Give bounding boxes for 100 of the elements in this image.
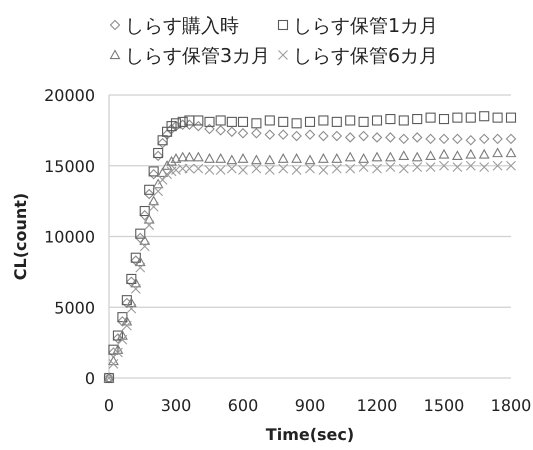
point [332, 116, 342, 127]
point [251, 128, 262, 138]
point [292, 154, 302, 163]
point [292, 164, 302, 176]
point [193, 121, 204, 132]
point [466, 135, 476, 146]
point [292, 130, 302, 142]
point [304, 155, 316, 164]
point [438, 134, 450, 144]
point [162, 169, 172, 180]
point [412, 132, 422, 142]
point [412, 114, 422, 124]
x-tick-label: 900 [294, 396, 326, 415]
y-tick-label: 10000 [44, 228, 95, 246]
point [122, 298, 132, 308]
point [385, 152, 396, 162]
point [506, 134, 516, 144]
point [135, 256, 146, 266]
point [426, 134, 436, 144]
point [492, 148, 503, 158]
point [130, 252, 141, 263]
point [358, 154, 369, 163]
point [184, 120, 194, 130]
point [292, 118, 302, 128]
y-tick-label: 0 [84, 369, 95, 388]
point [162, 160, 172, 170]
point [112, 347, 123, 358]
point [126, 298, 136, 308]
point [345, 164, 356, 174]
x-tick-label: 300 [160, 396, 192, 415]
point [108, 344, 119, 355]
point [492, 112, 503, 123]
point [153, 186, 164, 196]
point [226, 116, 237, 127]
point [264, 130, 275, 140]
point [492, 134, 503, 144]
point [140, 236, 150, 245]
point [238, 128, 248, 138]
point [385, 162, 396, 172]
point [117, 316, 128, 326]
point [278, 130, 288, 140]
point [358, 130, 369, 142]
y-tick-label: 5000 [54, 298, 95, 318]
point [130, 278, 141, 288]
point [426, 112, 436, 123]
point [506, 112, 516, 123]
legend-label: しらす保管1カ月 [293, 15, 438, 37]
legend-label: しらす保管3カ月 [125, 45, 270, 67]
point [170, 154, 182, 163]
point [153, 179, 164, 188]
point [140, 210, 150, 220]
point [148, 196, 159, 206]
point [238, 116, 248, 127]
point [117, 312, 128, 322]
point [144, 214, 154, 224]
point [158, 138, 168, 148]
point [148, 202, 159, 212]
point [126, 304, 136, 314]
point [135, 228, 146, 239]
point [226, 155, 237, 164]
point [358, 162, 369, 172]
point [358, 116, 369, 127]
point [251, 155, 262, 164]
point [178, 120, 188, 130]
point [332, 164, 342, 174]
point [385, 114, 396, 124]
point [112, 344, 123, 354]
point [332, 154, 342, 163]
point [162, 126, 172, 137]
point [466, 149, 476, 159]
point [184, 152, 194, 162]
y-tick-label: 20000 [44, 86, 95, 105]
point [204, 124, 215, 134]
point [426, 162, 436, 172]
x-tick-label: 0 [104, 396, 114, 415]
point [506, 148, 516, 158]
point [135, 232, 146, 243]
point [170, 118, 182, 128]
point [162, 130, 172, 140]
x-axis-title: Time(sec) [266, 425, 354, 444]
point [438, 149, 450, 159]
point [158, 168, 168, 177]
point [479, 134, 490, 144]
point [251, 164, 262, 174]
point [153, 150, 164, 161]
point [126, 274, 136, 284]
point [398, 115, 409, 126]
point [264, 164, 275, 176]
point [117, 330, 128, 340]
point [345, 115, 356, 126]
point [345, 152, 356, 162]
point [122, 320, 132, 331]
point [479, 111, 490, 122]
point [304, 164, 316, 174]
point [144, 184, 154, 195]
point [130, 284, 141, 294]
point [412, 162, 422, 172]
point [318, 164, 328, 176]
point [166, 166, 177, 176]
point [304, 116, 316, 127]
